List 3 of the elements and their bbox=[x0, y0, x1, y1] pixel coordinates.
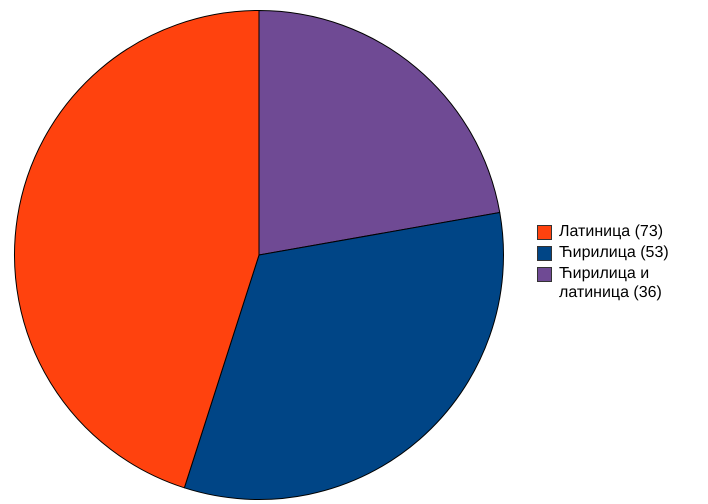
legend-label: Ћирилица (53) bbox=[559, 243, 669, 262]
legend-label: Ћирилица и латиница (36) bbox=[559, 264, 663, 302]
legend-label: Латиница (73) bbox=[559, 222, 664, 241]
